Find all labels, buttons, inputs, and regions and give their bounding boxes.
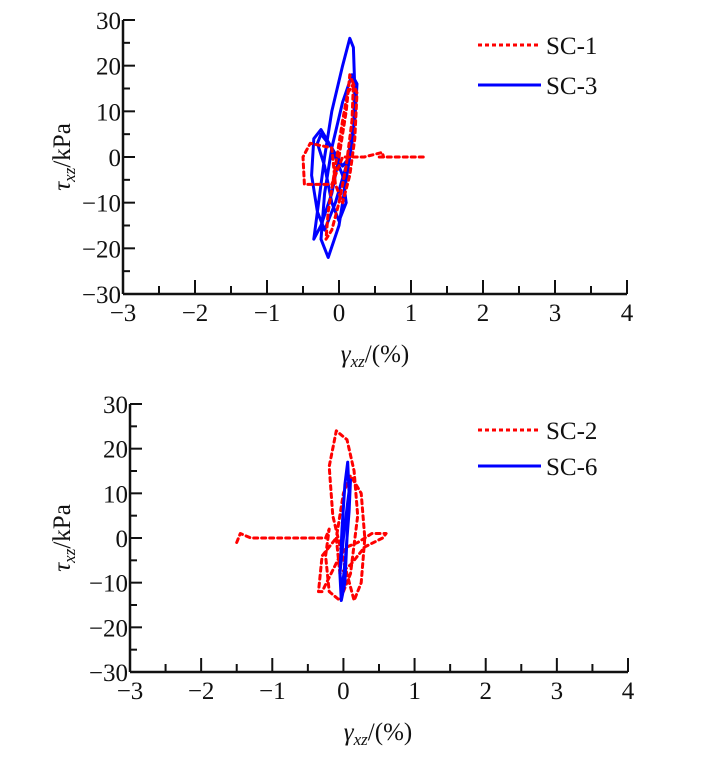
x-axis-title-symbol: γ [341,341,352,368]
x-axis-title-unit: /(%) [365,341,409,368]
x-tick-label: −2 [182,300,209,327]
y-tick-label: −30 [89,660,128,687]
legend-label-series-0: SC-2 [546,418,597,445]
x-axis-title: γxz/(%) [344,719,412,749]
legend: SC-2 SC-6 [478,418,597,481]
series-sc-6-line [338,460,352,602]
x-tick-label: −1 [259,678,286,705]
legend-label-series-1: SC-3 [546,73,597,100]
y-tick-label: −20 [89,615,128,642]
x-tick-labels: −3 −2 −1 0 1 2 3 4 [110,300,634,327]
x-tick-label: 3 [551,678,564,705]
x-tick-label: −1 [254,300,281,327]
x-tick-label: 2 [479,678,492,705]
y-tick-labels: 30 20 10 0 −10 −20 −30 [82,8,121,309]
legend-label-series-1: SC-6 [546,454,597,481]
y-axis-title-subscript: xz [60,548,79,564]
series-sc-2-line [235,429,388,602]
y-tick-label: −30 [82,282,121,309]
y-axis-title-unit: /kPa [49,504,76,548]
y-axis-title-subscript: xz [60,167,79,183]
y-axis-title-symbol: τ [49,181,76,191]
y-tick-label: 20 [96,54,121,81]
y-tick-label: 0 [109,145,122,172]
x-tick-label: 0 [333,300,346,327]
x-tick-label: −2 [188,678,215,705]
y-tick-labels: 30 20 10 0 −10 −20 −30 [89,392,128,687]
y-tick-label: 0 [116,526,129,553]
y-tick-label: 10 [103,481,128,508]
x-tick-label: −3 [117,678,144,705]
y-tick-label: 30 [103,392,128,419]
series-sc-1-line [301,73,427,241]
axis-ticks [129,403,629,673]
y-tick-label: 30 [96,8,121,35]
x-tick-label: 3 [549,300,562,327]
x-tick-label: −3 [110,300,137,327]
y-axis-title: τxz/kPa [49,504,79,572]
x-tick-label: 1 [405,300,418,327]
x-tick-label: 2 [477,300,490,327]
series-layer [301,36,427,259]
y-axis-title-symbol: τ [49,562,76,572]
axis-ticks [122,19,628,295]
y-tick-label: −10 [82,191,121,218]
y-tick-label: 20 [103,437,128,464]
x-axis-title-symbol: γ [344,719,355,746]
y-axis-title-unit: /kPa [49,123,76,167]
x-axis-title-unit: /(%) [368,719,412,746]
x-axis-title-subscript: xz [353,730,369,749]
legend: SC-1 SC-3 [478,33,597,100]
series-sc-3-line [310,36,359,259]
x-axis-title: γxz/(%) [341,341,409,371]
x-axis-title-subscript: xz [350,352,366,371]
x-tick-label: 1 [408,678,421,705]
y-tick-label: −10 [89,571,128,598]
x-tick-labels: −3 −2 −1 0 1 2 3 4 [117,678,635,705]
y-tick-label: 10 [96,99,121,126]
series-layer [235,429,388,602]
x-tick-label: 0 [337,678,350,705]
x-tick-label: 4 [622,678,635,705]
y-axis-title: τxz/kPa [49,123,79,191]
y-tick-label: −20 [82,236,121,263]
legend-label-series-0: SC-1 [546,33,597,60]
x-tick-label: 4 [621,300,634,327]
